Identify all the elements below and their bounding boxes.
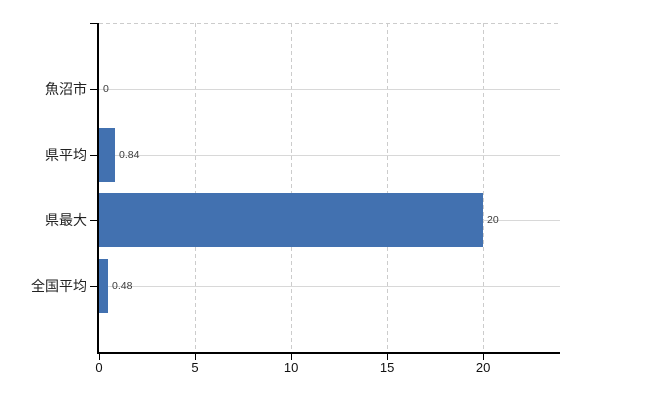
x-tick-label: 0 bbox=[95, 360, 103, 375]
value-label: 0.48 bbox=[112, 280, 133, 292]
category-label: 魚沼市 bbox=[45, 81, 87, 97]
x-axis-tick bbox=[99, 354, 100, 360]
category-gridline bbox=[99, 155, 560, 156]
x-tick-label: 15 bbox=[379, 360, 395, 375]
value-label: 0.84 bbox=[119, 149, 140, 161]
category-label: 全国平均 bbox=[31, 278, 87, 294]
y-axis-tick bbox=[90, 155, 98, 156]
x-axis-tick bbox=[195, 354, 197, 360]
x-axis-tick bbox=[483, 354, 485, 360]
x-axis-tick bbox=[291, 354, 293, 360]
x-gridline bbox=[483, 23, 485, 352]
category-gridline bbox=[99, 286, 560, 287]
bar bbox=[99, 259, 108, 313]
category-gridline bbox=[99, 89, 560, 90]
y-axis-tick bbox=[90, 220, 98, 221]
value-label: 0 bbox=[103, 83, 109, 95]
plot-top-border bbox=[99, 23, 560, 24]
bar bbox=[99, 193, 483, 247]
x-tick-label: 5 bbox=[191, 360, 199, 375]
y-axis-line bbox=[97, 23, 99, 354]
y-axis-top-tick bbox=[90, 23, 98, 24]
x-gridline bbox=[195, 23, 197, 352]
x-axis-line bbox=[97, 352, 560, 354]
x-gridline bbox=[291, 23, 293, 352]
x-tick-label: 10 bbox=[283, 360, 299, 375]
bar bbox=[99, 128, 115, 182]
x-axis-tick bbox=[387, 354, 389, 360]
category-label: 県最大 bbox=[45, 212, 87, 228]
y-axis-tick bbox=[90, 89, 98, 90]
y-axis-tick bbox=[90, 286, 98, 287]
x-tick-label: 20 bbox=[475, 360, 491, 375]
value-label: 20 bbox=[487, 214, 499, 226]
category-label: 県平均 bbox=[45, 147, 87, 163]
x-gridline bbox=[387, 23, 389, 352]
